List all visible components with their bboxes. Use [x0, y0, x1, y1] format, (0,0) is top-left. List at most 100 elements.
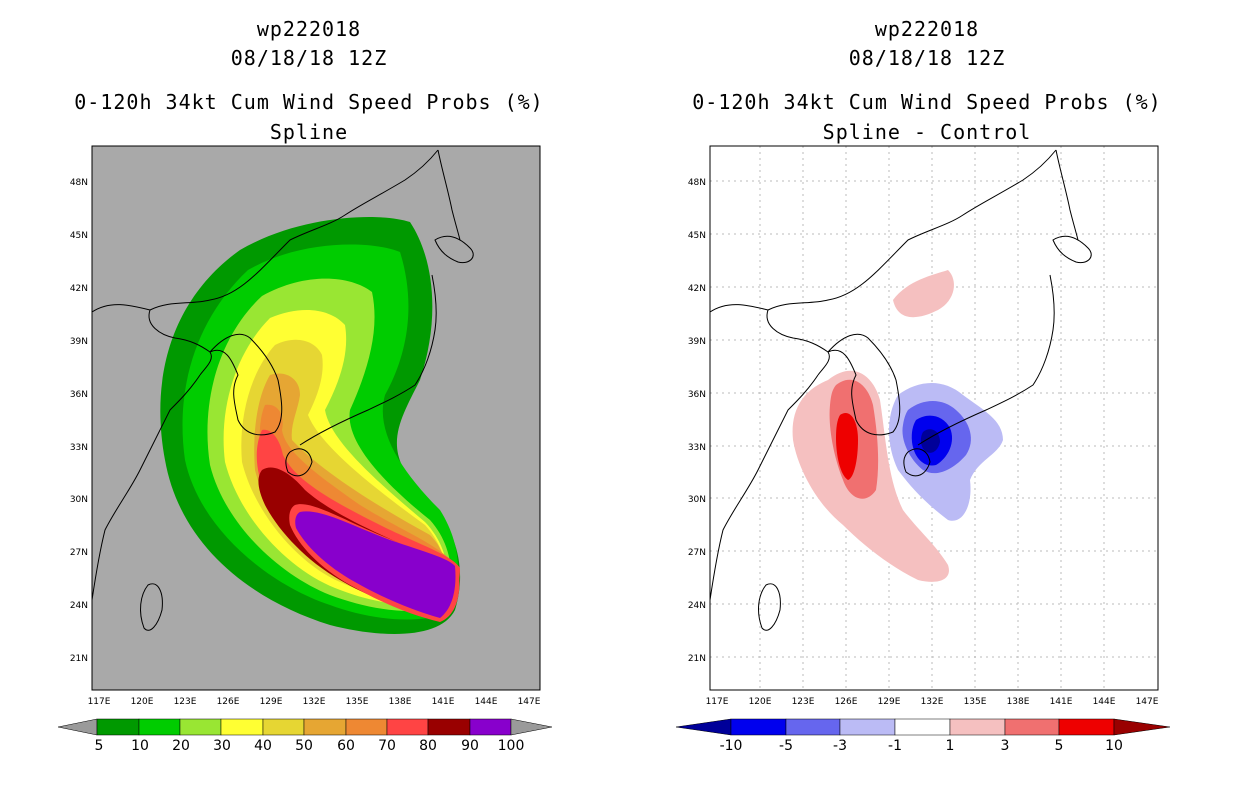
lat-label: 42N: [688, 284, 706, 294]
product-title: 0-120h 34kt Cum Wind Speed Probs (%): [692, 90, 1162, 114]
taiwan: [140, 583, 163, 631]
lon-label: 132E: [303, 697, 326, 707]
lon-label: 144E: [475, 697, 498, 707]
colorbar-swatch: [1004, 718, 1060, 736]
method-title: Spline: [269, 120, 349, 144]
right-colorbar-labels: -10 -5 -3 -1 1 3 5 10: [720, 738, 1123, 754]
coastlines: [91, 149, 474, 631]
right-colorbar: [675, 718, 1171, 736]
korea-peninsula: [209, 333, 283, 436]
asia-mainland-coast: [709, 149, 1057, 313]
lat-label: 33N: [70, 443, 88, 453]
colorbar-swatch: [345, 718, 388, 736]
japan-hokkaido: [434, 235, 474, 264]
lat-label: 48N: [70, 178, 88, 188]
colorbar-under-triangle: [57, 718, 98, 736]
left-colorbar-labels: 5 10 20 30 40 50 60 70 80 90 100: [95, 738, 525, 754]
colorbar-label: 20: [172, 738, 190, 754]
method-title: Spline - Control: [822, 120, 1032, 144]
band-100: [295, 511, 456, 618]
lon-label: 144E: [1093, 697, 1116, 707]
lon-label: 138E: [389, 697, 412, 707]
lat-label: 30N: [688, 495, 706, 505]
right-map-svg: 48N 45N 42N 39N 36N 33N 30N 27N 24N 21N …: [675, 145, 1171, 754]
lon-label: 120E: [131, 697, 154, 707]
colorbar-over-triangle: [510, 718, 553, 736]
colorbar-label: 3: [1001, 738, 1010, 754]
left-map-svg: 48N 45N 42N 39N 36N 33N 30N 27N 24N 21N …: [57, 145, 553, 754]
colorbar-swatch: [96, 718, 140, 736]
diff-plus-5: [836, 412, 858, 480]
colorbar-label: 40: [254, 738, 272, 754]
lon-label: 147E: [518, 697, 541, 707]
date-title: 08/18/18 12Z: [230, 46, 388, 70]
lon-label: 141E: [432, 697, 455, 707]
colorbar-swatch: [1058, 718, 1115, 736]
lat-label: 24N: [70, 601, 88, 611]
lon-label: 135E: [346, 697, 369, 707]
bohai-coast: [766, 309, 830, 376]
sakhalin: [1055, 149, 1079, 241]
lon-label: 117E: [88, 697, 111, 707]
lon-labels: 117E 120E 123E 126E 129E 132E 135E 138E …: [706, 697, 1159, 707]
colorbar-swatch: [949, 718, 1006, 736]
lat-label: 39N: [688, 337, 706, 347]
bohai-coast: [148, 309, 212, 376]
lat-label: 24N: [688, 601, 706, 611]
china-east-coast: [709, 374, 819, 601]
map-frame: [91, 145, 541, 691]
lon-label: 117E: [706, 697, 729, 707]
lat-label: 42N: [70, 284, 88, 294]
lat-label: 21N: [688, 654, 706, 664]
colorbar-swatch: [179, 718, 222, 736]
colorbar-swatch: [386, 718, 429, 736]
positive-difference-field: [792, 270, 954, 582]
japan-honshu: [299, 274, 437, 446]
sakhalin: [437, 149, 461, 241]
colorbar-swatch: [894, 718, 951, 736]
japan-kyushu: [285, 448, 313, 477]
lat-label: 36N: [70, 390, 88, 400]
storm-id-title: wp222018: [874, 17, 980, 41]
lat-label: 27N: [688, 548, 706, 558]
colorbar-label: 5: [1055, 738, 1064, 754]
lon-label: 123E: [174, 697, 197, 707]
colorbar-label: -3: [833, 738, 847, 754]
colorbar-swatch: [138, 718, 181, 736]
asia-mainland-coast: [91, 149, 439, 313]
colorbar-label: 5: [95, 738, 104, 754]
lat-label: 21N: [70, 654, 88, 664]
lon-label: 126E: [217, 697, 240, 707]
product-title: 0-120h 34kt Cum Wind Speed Probs (%): [74, 90, 544, 114]
left-colorbar: [57, 718, 553, 736]
diff-plus-1-north: [893, 270, 954, 318]
colorbar-swatch: [220, 718, 264, 736]
negative-difference-field: [889, 382, 1003, 521]
lon-label: 129E: [878, 697, 901, 707]
lon-label: 129E: [260, 697, 283, 707]
lat-label: 39N: [70, 337, 88, 347]
lon-label: 135E: [964, 697, 987, 707]
lon-labels: 117E 120E 123E 126E 129E 132E 135E 138E …: [88, 697, 541, 707]
lat-label: 33N: [688, 443, 706, 453]
probability-swath: [160, 217, 461, 635]
colorbar-label: 100: [498, 738, 525, 754]
japan-hokkaido: [1052, 235, 1092, 264]
colorbar-label: 70: [378, 738, 396, 754]
colorbar-label: 50: [295, 738, 313, 754]
colorbar-label: 30: [213, 738, 231, 754]
colorbar-over-triangle: [1113, 718, 1171, 736]
date-title: 08/18/18 12Z: [848, 46, 1006, 70]
lat-label: 45N: [70, 231, 88, 241]
colorbar-label: 80: [419, 738, 437, 754]
colorbar-swatch: [839, 718, 896, 736]
colorbar-swatch: [785, 718, 841, 736]
lat-label: 27N: [70, 548, 88, 558]
colorbar-label: 90: [461, 738, 479, 754]
lon-label: 132E: [921, 697, 944, 707]
colorbar-label: 1: [946, 738, 955, 754]
right-map-panel: wp222018 08/18/18 12Z 0-120h 34kt Cum Wi…: [618, 0, 1236, 800]
coastlines: [709, 149, 1092, 631]
colorbar-swatch: [303, 718, 347, 736]
lat-labels: 48N 45N 42N 39N 36N 33N 30N 27N 24N 21N: [688, 178, 706, 664]
